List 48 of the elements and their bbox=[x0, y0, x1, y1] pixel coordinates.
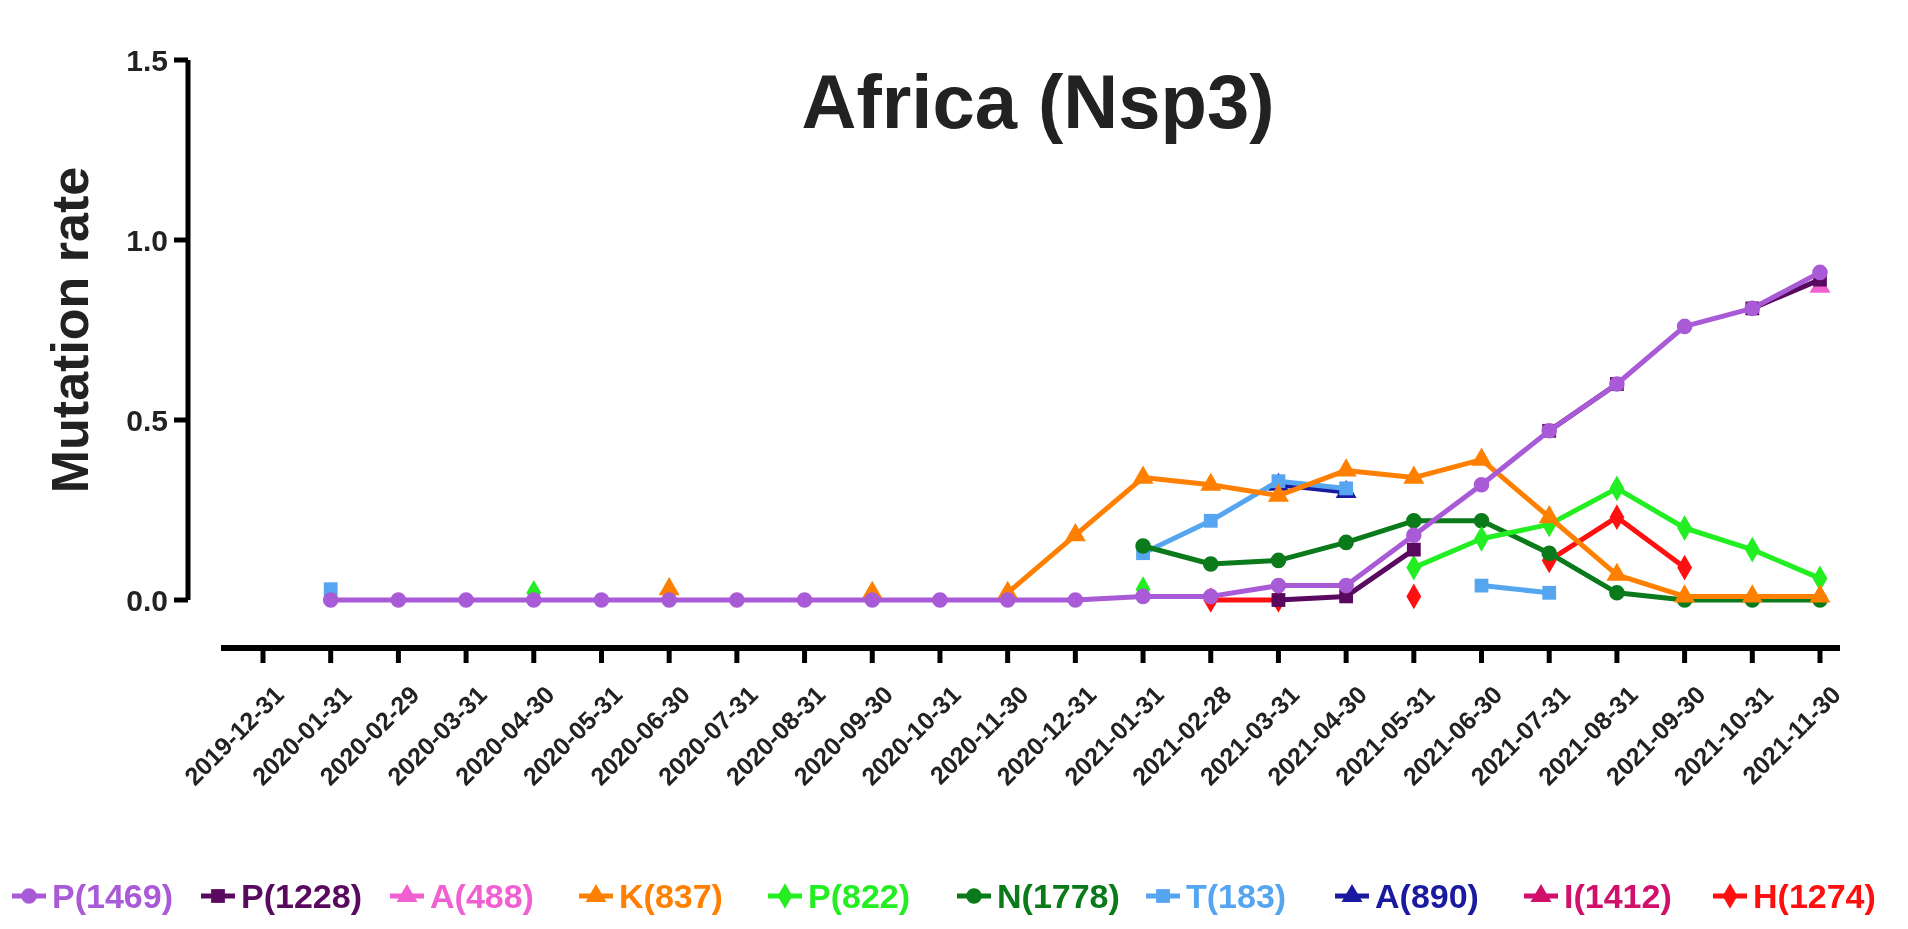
legend-label: T(183) bbox=[1186, 876, 1287, 915]
y-tick-label: 1.0 bbox=[126, 223, 168, 257]
point bbox=[1473, 477, 1490, 493]
y-tick-label: 0.5 bbox=[126, 403, 168, 437]
point bbox=[1135, 588, 1151, 605]
point bbox=[1067, 592, 1084, 608]
point bbox=[864, 592, 881, 608]
y-tick-label: 0.0 bbox=[126, 583, 168, 617]
point bbox=[390, 592, 407, 608]
y-tick-label: 1.5 bbox=[126, 43, 168, 77]
point bbox=[1542, 585, 1557, 600]
point bbox=[1406, 542, 1421, 557]
chart-title: Africa (Nsp3) bbox=[801, 59, 1275, 144]
point bbox=[593, 592, 610, 608]
point bbox=[458, 592, 474, 608]
point bbox=[999, 592, 1016, 608]
legend-label: H(1274) bbox=[1753, 876, 1876, 915]
legend-label: A(890) bbox=[1375, 876, 1479, 915]
point bbox=[1609, 585, 1625, 601]
point bbox=[729, 592, 745, 608]
point bbox=[932, 592, 948, 608]
legend-label: K(837) bbox=[619, 876, 723, 915]
legend-label: I(1412) bbox=[1564, 876, 1672, 915]
point bbox=[1202, 556, 1219, 572]
point bbox=[1202, 588, 1219, 605]
legend-label: A(488) bbox=[430, 876, 534, 915]
point bbox=[796, 592, 813, 608]
point bbox=[1203, 513, 1218, 528]
point bbox=[1473, 513, 1490, 529]
point bbox=[1676, 318, 1693, 335]
legend-label: N(1778) bbox=[997, 876, 1120, 915]
y-axis-title: Mutation rate bbox=[41, 166, 99, 494]
point bbox=[1271, 593, 1286, 607]
point bbox=[1338, 534, 1354, 551]
point bbox=[1338, 577, 1354, 594]
legend-label: P(822) bbox=[808, 876, 911, 915]
point bbox=[661, 592, 677, 608]
point bbox=[526, 592, 542, 608]
legend-label: P(1469) bbox=[52, 876, 173, 915]
point bbox=[1406, 527, 1422, 543]
point bbox=[1406, 513, 1422, 529]
point bbox=[1135, 538, 1151, 554]
point bbox=[1812, 264, 1828, 281]
point bbox=[1270, 552, 1287, 569]
legend-label: P(1228) bbox=[241, 876, 362, 915]
point bbox=[322, 592, 339, 608]
point bbox=[1270, 577, 1287, 594]
point bbox=[1541, 545, 1557, 561]
